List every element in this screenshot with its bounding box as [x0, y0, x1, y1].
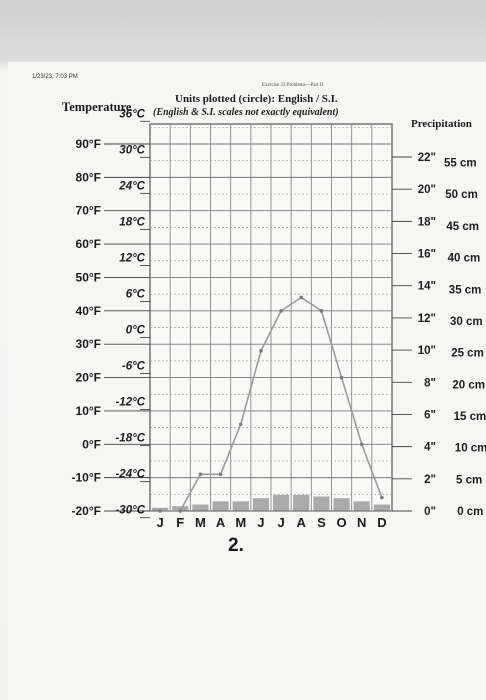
precip-in-tick-label: 14" [418, 281, 436, 293]
precip-in-tick-label: 8" [424, 377, 436, 389]
temp-f-tick-label: -20°F [72, 504, 101, 518]
precip-in-tick-label: 16" [418, 249, 436, 261]
temp-f-tick-label: 90°F [76, 137, 101, 151]
temperature-point [158, 509, 162, 513]
precip-in-tick-label: 12" [418, 313, 436, 325]
temp-c-tick-label: -12°C [115, 397, 145, 409]
precip-bar [212, 501, 229, 511]
precip-in-tick-label: 4" [424, 442, 436, 454]
precip-bar [252, 498, 269, 511]
month-label: F [176, 515, 184, 530]
month-label: M [235, 515, 246, 530]
precip-bar [232, 501, 249, 511]
temp-f-tick-label: 0°F [82, 437, 101, 451]
precip-bar [333, 498, 350, 511]
temp-c-tick-label: 12°C [119, 252, 145, 264]
temp-f-tick-label: 50°F [76, 270, 101, 284]
precip-cm-tick-label: 55 cm [444, 158, 477, 170]
month-label: D [377, 515, 386, 530]
month-label: M [195, 515, 206, 530]
month-label: J [277, 515, 284, 530]
temp-f-tick-label: 60°F [76, 237, 101, 251]
precip-bar [353, 501, 370, 511]
temp-f-tick-label: 10°F [76, 404, 101, 418]
temp-c-tick-label: -6°C [122, 361, 146, 373]
month-label: O [337, 515, 347, 530]
precip-in-tick-label: 0" [424, 506, 436, 518]
temp-c-tick-label: 24°C [118, 180, 145, 192]
precip-bar [192, 504, 209, 511]
temp-c-tick-label: 0°C [126, 325, 146, 337]
temp-c-tick-label: 18°C [119, 216, 145, 228]
precip-cm-tick-label: 10 cm [455, 443, 486, 455]
month-label: A [297, 515, 307, 530]
precip-cm-tick-label: 50 cm [445, 189, 478, 201]
temperature-line [160, 296, 383, 512]
precipitation-axis-title: Precipitation [411, 118, 472, 130]
precip-in-tick-label: 22" [418, 152, 436, 164]
precip-cm-tick-label: 25 cm [451, 348, 484, 360]
precip-in-tick-label: 2" [424, 474, 436, 486]
figure-number: 2. [228, 535, 244, 556]
precip-cm-tick-label: 5 cm [456, 474, 482, 486]
temperature-axis-title: Temperature [62, 100, 132, 114]
temperature-point [218, 472, 223, 477]
temperature-point [339, 375, 344, 380]
exercise-header: Exercise 23 Problems—Part II [262, 83, 324, 88]
precip-in-tick-label: 6" [424, 409, 436, 421]
temperature-point [198, 472, 203, 477]
print-timestamp: 1/23/23, 7:03 PM [32, 74, 78, 80]
precip-bar [273, 494, 290, 511]
temp-c-tick-label: 30°C [119, 144, 145, 156]
temp-c-tick-label: 6°C [126, 288, 146, 300]
precip-bar [172, 506, 189, 511]
precip-cm-tick-label: 35 cm [449, 284, 482, 296]
precip-cm-tick-label: 30 cm [450, 316, 483, 328]
temp-c-tick-label: -30°C [115, 505, 145, 517]
temperature-point [238, 422, 243, 427]
scales-note: (English & S.I. scales not exactly equiv… [153, 107, 339, 118]
month-label: J [257, 515, 264, 530]
month-label: N [357, 515, 366, 530]
temperature-point [178, 509, 183, 513]
precip-cm-tick-label: 20 cm [452, 379, 485, 391]
temperature-point [359, 442, 364, 447]
precip-bar [293, 494, 310, 511]
temp-f-tick-label: 30°F [76, 337, 101, 351]
units-plotted-title: Units plotted (circle): English / S.I. [175, 93, 338, 105]
temp-c-tick-label: 36°C [119, 108, 145, 120]
temp-f-tick-label: 20°F [76, 371, 101, 385]
temp-f-tick-label: 40°F [76, 304, 101, 318]
month-label: A [216, 515, 226, 530]
precip-cm-tick-label: 15 cm [454, 411, 486, 423]
month-label: S [317, 515, 326, 530]
precip-in-tick-label: 10" [418, 345, 436, 357]
temperature-point [259, 349, 263, 353]
month-label: J [156, 515, 163, 530]
precip-cm-tick-label: 40 cm [448, 253, 481, 265]
temperature-point [319, 309, 324, 313]
temperature-point [380, 495, 384, 500]
precip-in-tick-label: 18" [418, 216, 436, 228]
temp-c-tick-label: -24°C [115, 469, 145, 481]
precip-bar [313, 496, 330, 511]
temp-f-tick-label: 70°F [76, 204, 101, 218]
temperature-point [279, 309, 283, 313]
precip-in-tick-label: 20" [418, 184, 436, 196]
temp-c-tick-label: -18°C [115, 433, 145, 445]
precip-bar [373, 504, 390, 511]
temperature-point [299, 295, 304, 300]
temp-f-tick-label: -10°F [72, 471, 101, 485]
temp-f-tick-label: 80°F [76, 170, 101, 184]
precip-cm-tick-label: 0 cm [457, 506, 483, 518]
precip-cm-tick-label: 45 cm [446, 221, 479, 233]
